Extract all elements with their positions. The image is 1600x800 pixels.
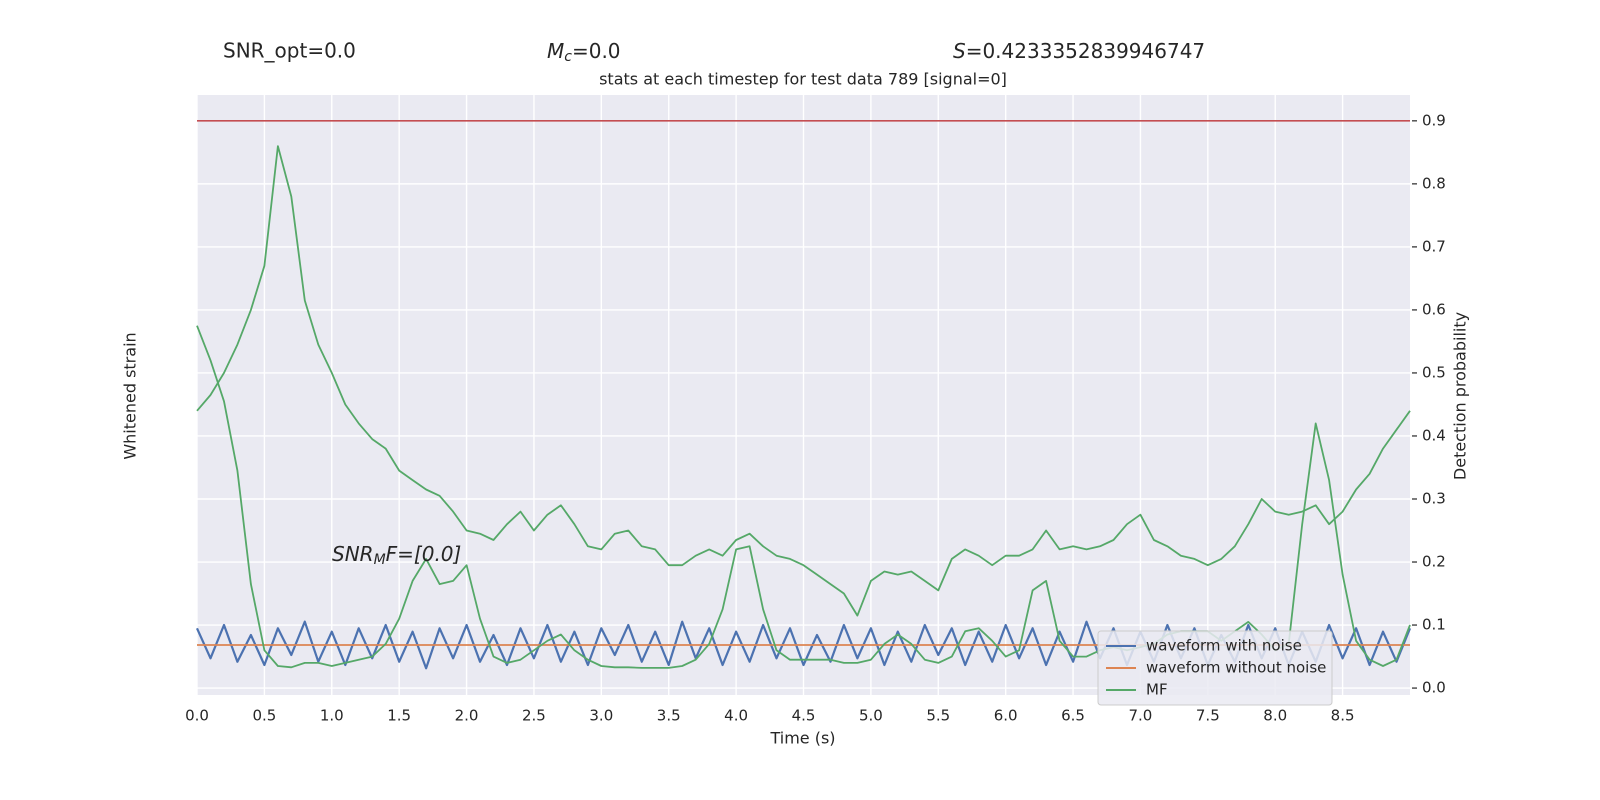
x-tick-label: 8.5 <box>1331 707 1355 725</box>
y2-tick-label: 0.5 <box>1422 363 1446 381</box>
x-tick-label: 3.5 <box>657 707 681 725</box>
snr-opt-annotation: SNR_opt=0.0 <box>223 39 356 63</box>
mc-symbol: M <box>547 39 564 63</box>
mc-text: =0.0 <box>572 39 621 63</box>
legend-label: waveform with noise <box>1146 637 1302 655</box>
y2-tick-label: 0.7 <box>1422 237 1446 255</box>
x-tick-label: 5.5 <box>926 707 950 725</box>
mc-subscript: c <box>564 49 572 65</box>
legend-label: waveform without noise <box>1146 659 1326 677</box>
x-tick-label: 6.5 <box>1061 707 1085 725</box>
x-tick-label: 1.5 <box>387 707 411 725</box>
x-tick-label: 0.0 <box>185 707 209 725</box>
y2-tick-label: 0.8 <box>1422 174 1446 192</box>
snr-mf-symbol: SNR <box>332 542 374 566</box>
x-axis-label: Time (s) <box>769 729 835 748</box>
y2-tick-label: 0.6 <box>1422 300 1446 318</box>
x-tick-label: 8.0 <box>1263 707 1287 725</box>
x-tick-label: 1.0 <box>320 707 344 725</box>
x-tick-label: 2.5 <box>522 707 546 725</box>
y2-tick-label: 0.3 <box>1422 489 1446 507</box>
x-tick-label: 5.0 <box>859 707 883 725</box>
x-tick-label: 7.0 <box>1129 707 1153 725</box>
y2-tick-label: 0.4 <box>1422 426 1446 444</box>
y2-tick-label: 0.0 <box>1422 679 1446 697</box>
x-tick-label: 6.0 <box>994 707 1018 725</box>
s-text: =0.4233352839946747 <box>966 39 1205 63</box>
snr-mf-text: F=[0.0] <box>386 542 462 566</box>
x-tick-label: 3.0 <box>589 707 613 725</box>
x-tick-label: 4.0 <box>724 707 748 725</box>
s-annotation: S=0.4233352839946747 <box>953 39 1205 63</box>
y2-axis-label: Detection probability <box>1451 312 1470 480</box>
y2-tick-label: 0.1 <box>1422 616 1446 634</box>
y2-tick-label: 0.2 <box>1422 553 1446 571</box>
y-axis-label: Whitened strain <box>121 332 140 459</box>
chart-title: stats at each timestep for test data 789… <box>599 70 1007 89</box>
mc-annotation: Mc=0.0 <box>547 39 621 66</box>
x-tick-label: 7.5 <box>1196 707 1220 725</box>
snr-mf-annotation: SNRMF=[0.0] <box>332 542 461 569</box>
snr-mf-subscript: M <box>374 552 386 568</box>
x-tick-label: 2.0 <box>455 707 479 725</box>
series-line <box>196 145 1411 617</box>
s-symbol: S <box>953 39 966 63</box>
legend-label: MF <box>1146 681 1168 699</box>
x-tick-label: 4.5 <box>792 707 816 725</box>
legend-box <box>1097 630 1333 706</box>
x-tick-label: 0.5 <box>252 707 276 725</box>
y2-tick-label: 0.9 <box>1422 111 1446 129</box>
